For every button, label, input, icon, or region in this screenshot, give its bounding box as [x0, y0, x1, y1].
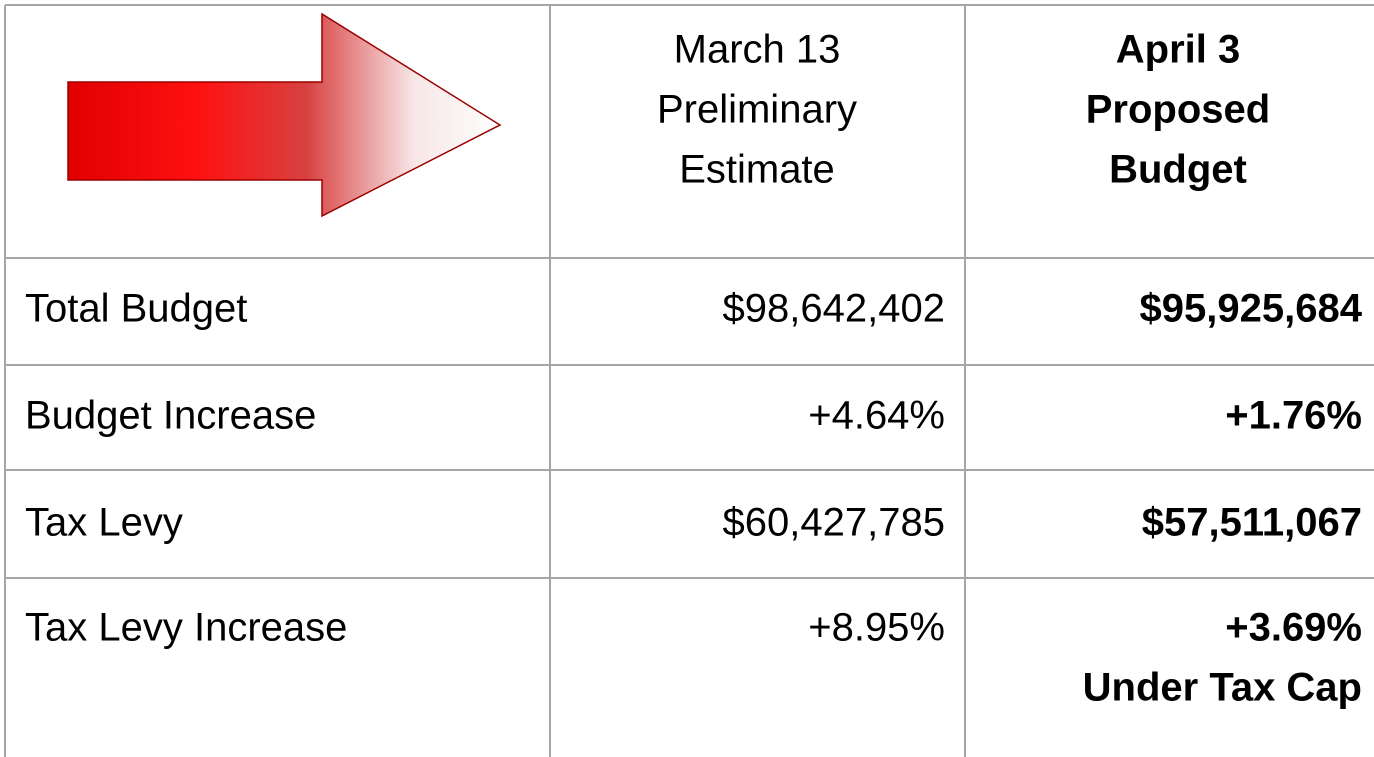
- header-text: Estimate: [679, 148, 835, 192]
- row-label: Budget Increase: [25, 394, 316, 438]
- header-text: March 13: [674, 28, 841, 72]
- cell-value: +4.64%: [808, 394, 945, 438]
- cell-value: $98,642,402: [723, 287, 945, 331]
- cell-value: +1.76%: [1225, 394, 1362, 438]
- arrow-icon: [67, 12, 502, 218]
- rows: Total Budget $98,642,402 $95,925,684 Budget…: [25, 287, 1363, 710]
- header: March 13 Preliminary Estimate April 3 Pr…: [657, 28, 1270, 192]
- cell-value: +3.69%: [1225, 606, 1362, 650]
- header-text: Preliminary: [657, 88, 857, 132]
- row-label: Tax Levy: [25, 501, 183, 545]
- cell-value: Under Tax Cap: [1083, 666, 1362, 710]
- cell-value: +8.95%: [808, 606, 945, 650]
- header-text: April 3: [1116, 28, 1240, 72]
- header-text: Budget: [1109, 148, 1247, 192]
- row-label: Total Budget: [25, 287, 247, 331]
- header-text: Proposed: [1086, 88, 1270, 132]
- cell-value: $57,511,067: [1142, 501, 1362, 545]
- cell-value: $95,925,684: [1140, 287, 1363, 331]
- row-label: Tax Levy Increase: [25, 606, 347, 650]
- cell-value: $60,427,785: [723, 501, 945, 545]
- grid: [4, 4, 1374, 757]
